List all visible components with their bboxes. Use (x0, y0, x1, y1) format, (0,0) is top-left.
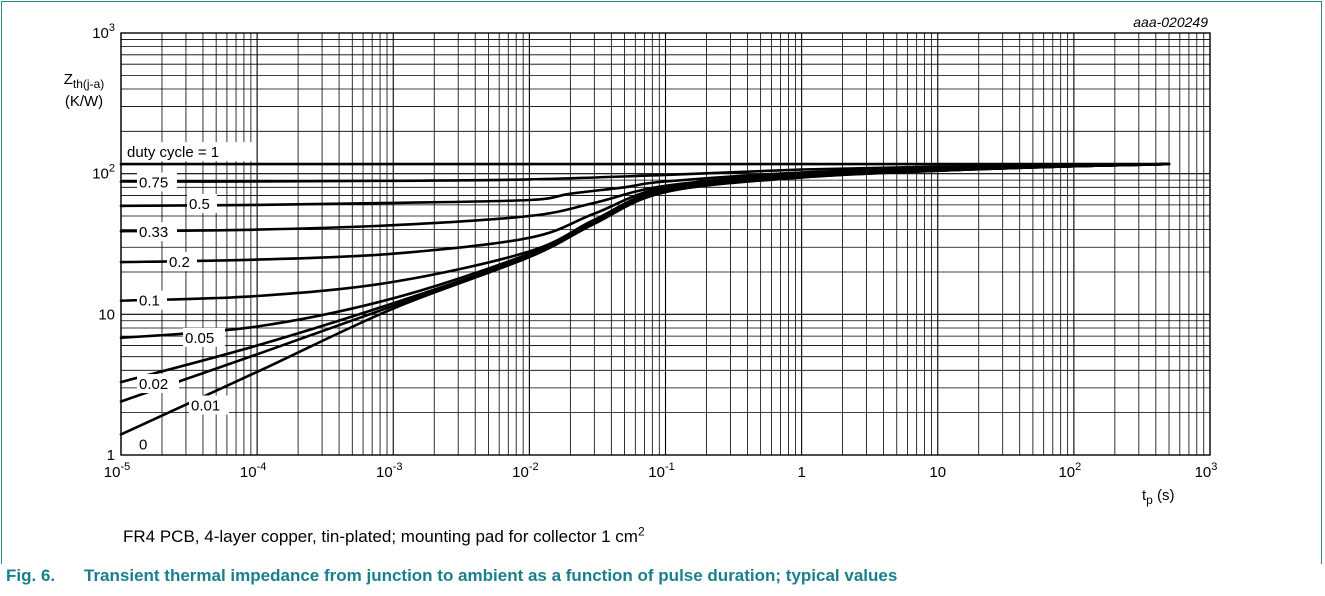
series-line (119, 162, 1171, 208)
series-labels: duty cycle = 1 0.75 0.5 0.330.2 0.1 0.05 0.02 0… (125, 142, 253, 454)
x-tick-label-exponent: -4 (257, 461, 267, 473)
y-tick-label-base: 10 (98, 306, 115, 323)
x-tick-label: 10-2 (512, 461, 538, 481)
series-label: 0.75 (137, 172, 177, 192)
x-tick-label: 10-4 (240, 461, 266, 481)
figure-caption-text: Transient thermal impedance from junctio… (84, 566, 898, 585)
series-label: 0 (137, 434, 157, 454)
x-tick-label-base: 10 (104, 464, 121, 481)
x-tick-label-base: 10 (929, 464, 946, 481)
y-tick-label: 102 (92, 163, 115, 183)
series-label-text: 0.1 (139, 293, 160, 310)
x-tick-label: 103 (1195, 461, 1218, 481)
x-tick-label-base: 10 (512, 464, 529, 481)
series-label: 0.02 (137, 374, 179, 394)
x-tick-label-exponent: -3 (393, 461, 403, 473)
x-tick-label-base: 10 (1058, 464, 1075, 481)
x-tick-label: 10-1 (648, 461, 674, 481)
x-tick-label-exponent: -2 (529, 461, 539, 473)
series-label-background (189, 395, 229, 415)
y-axis-label-subscript: th(j-a) (73, 77, 104, 91)
thermal-impedance-chart: 10-5 10-4 10-3 10-2 10-1 1 10 102 103110102103Zt… (64, 14, 1218, 507)
series-label-background (137, 290, 167, 310)
x-tick-label-base: 10 (240, 464, 257, 481)
y-tick-label: 10 (98, 306, 115, 323)
figure-note: FR4 PCB, 4-layer copper, tin-plated; mou… (123, 524, 645, 547)
series-label: 0.33 (137, 222, 177, 242)
series-label-background (187, 193, 217, 213)
series-label-background (167, 252, 197, 272)
x-axis-label-subscript: p (1146, 493, 1153, 507)
series-label: 0.1 (137, 290, 167, 310)
series-label-background (137, 172, 177, 192)
series-label: 0.2 (167, 252, 197, 272)
series-label-background (183, 327, 225, 347)
x-tick-label: 1 (797, 464, 805, 481)
x-axis-label-unit: (s) (1153, 487, 1175, 504)
y-tick-label-base: 10 (92, 25, 109, 42)
series-label-background (137, 374, 179, 394)
series-label: 0.01 (189, 395, 229, 415)
x-tick-label-base: 10 (648, 464, 665, 481)
y-tick-label-base: 1 (107, 447, 115, 464)
series-label-background (125, 142, 253, 162)
y-axis-unit: (K/W) (65, 93, 103, 110)
y-axis-label: Zth(j-a) (64, 71, 105, 91)
figure-caption: Fig. 6. Transient thermal impedance from … (6, 566, 897, 586)
figure-id-code: aaa-020249 (1133, 14, 1208, 30)
figure-note-superscript: 2 (637, 524, 645, 539)
x-tick-label-exponent: 2 (1075, 461, 1081, 473)
y-tick-label-base: 10 (92, 166, 109, 183)
x-tick-label: 10-3 (376, 461, 402, 481)
plot-border (120, 32, 1211, 456)
y-tick-label: 1 (107, 447, 115, 464)
y-axis-label-main: Z (64, 71, 73, 88)
x-axis-label: tp (s) (1142, 487, 1175, 507)
figure-note-text: FR4 PCB, 4-layer copper, tin-plated; mou… (123, 527, 638, 546)
x-tick-label-exponent: -1 (665, 461, 675, 473)
x-axis-label-main: t (1142, 487, 1147, 504)
series-label-text: 0.05 (185, 330, 214, 347)
series-label: 0.05 (183, 327, 225, 347)
series-label-text: duty cycle = 1 (127, 144, 219, 161)
series-label-background (137, 222, 177, 242)
x-tick-label-base: 10 (376, 464, 393, 481)
figure-caption-number: Fig. 6. (6, 566, 56, 585)
series-label-text: 0.2 (169, 254, 190, 271)
y-tick-label-exponent: 3 (109, 22, 115, 34)
series-curves (119, 162, 1171, 436)
x-tick-label-exponent: 3 (1211, 461, 1217, 473)
x-tick-label: 10 (929, 464, 946, 481)
grid-lines (120, 33, 1210, 456)
series-line (119, 162, 1171, 403)
series-label: 0.5 (187, 193, 217, 213)
series-line (119, 162, 1171, 436)
x-tick-label-base: 1 (797, 464, 805, 481)
series-label-text: 0 (139, 436, 147, 453)
series-label-text: 0.75 (139, 174, 168, 191)
series-label-text: 0.5 (189, 196, 210, 213)
series-label-text: 0.33 (139, 224, 168, 241)
figure-frame (1, 1, 1322, 564)
x-tick-label-base: 10 (1195, 464, 1212, 481)
y-tick-label: 103 (92, 22, 115, 42)
series-label-background (137, 434, 157, 454)
y-tick-label-exponent: 2 (109, 163, 115, 175)
x-tick-label: 10-5 (104, 461, 130, 481)
series-label: duty cycle = 1 (125, 142, 253, 162)
x-tick-label-exponent: -5 (120, 461, 130, 473)
x-tick-label: 102 (1058, 461, 1081, 481)
series-label-text: 0.02 (139, 376, 168, 393)
series-label-text: 0.01 (191, 398, 220, 415)
